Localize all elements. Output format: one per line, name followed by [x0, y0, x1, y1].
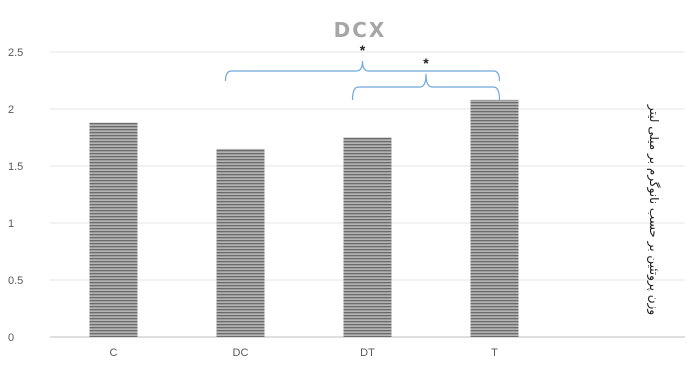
bar-dt	[343, 137, 392, 337]
y-tick-label: 2.5	[8, 47, 23, 59]
significance-bracket	[351, 73, 501, 101]
x-tick-label: T	[491, 347, 498, 359]
significance-bracket	[224, 60, 501, 82]
bar-c	[89, 122, 138, 338]
bar-dc	[216, 148, 265, 337]
y-tick-label: 0	[8, 332, 14, 344]
x-tick-label: DC	[233, 347, 249, 359]
significance-marker: *	[360, 42, 366, 58]
x-tick-label: C	[110, 347, 118, 359]
significance-marker: *	[423, 55, 429, 71]
y-tick-label: 1.5	[8, 161, 23, 173]
chart-title: DCX	[334, 18, 387, 42]
bar-t	[470, 99, 519, 337]
y-tick-label: 2	[8, 104, 14, 116]
y-tick-label: 0.5	[8, 275, 23, 287]
y-axis-label: وزن پروتئین بر حسب نانوگرم بر میلی لیتر	[646, 104, 661, 315]
x-tick-label: DT	[360, 347, 375, 359]
y-tick-label: 1	[8, 218, 14, 230]
